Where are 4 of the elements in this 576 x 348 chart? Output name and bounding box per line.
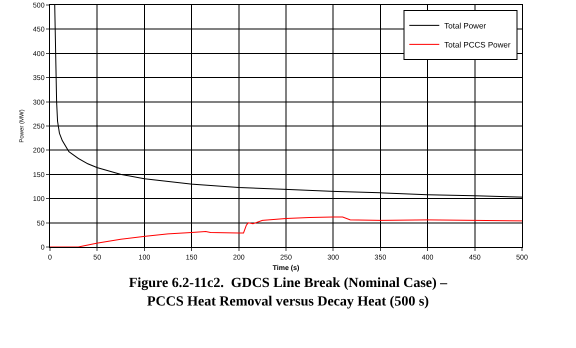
text: Figure 6.2-11c2. GDCS Line Break (Nominal Case) – PCCS Heat Removal versus Decay Heat (500 s)	[128, 276, 448, 310]
legend-label: Total PCCS Power	[444, 40, 511, 50]
legend-label: Total Power	[444, 21, 486, 30]
line-series	[50, 216, 522, 247]
